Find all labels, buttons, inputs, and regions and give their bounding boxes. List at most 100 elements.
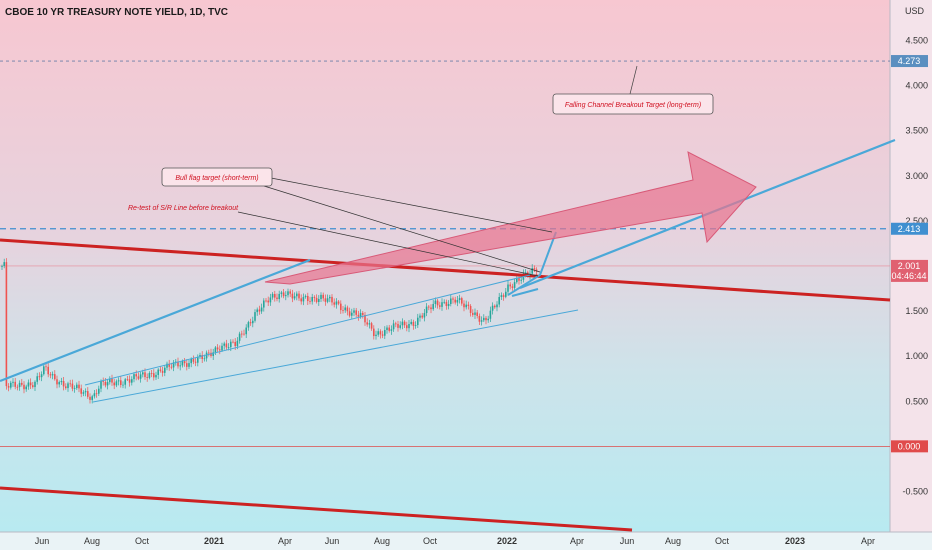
candle-body — [25, 386, 27, 390]
candle-body — [208, 352, 210, 354]
candle-body — [120, 380, 122, 385]
candle-body — [417, 317, 419, 326]
countdown-label: 04:46:44 — [891, 271, 926, 281]
y-tick-label: 1.500 — [905, 306, 928, 316]
y-tick-label: 3.500 — [905, 126, 928, 136]
candle-body — [252, 320, 254, 324]
candle-body — [313, 296, 316, 298]
candle-body — [269, 297, 272, 303]
falling-channel-upper-line — [0, 238, 891, 302]
candle-body — [223, 343, 225, 346]
candle-body — [483, 317, 485, 321]
candle-body — [34, 381, 36, 388]
candle-body — [71, 383, 74, 389]
candle-body — [241, 333, 243, 335]
price-tag-label: 2.413 — [898, 224, 921, 234]
candle-body — [179, 365, 181, 367]
candle-body — [10, 382, 12, 388]
candle-body — [320, 294, 322, 300]
candle-body — [16, 386, 19, 388]
candle-body — [366, 322, 368, 325]
y-tick-label: -0.500 — [902, 486, 928, 496]
candle-body — [423, 313, 426, 318]
candle-body — [14, 381, 16, 387]
candle-body — [82, 392, 85, 394]
candle-body — [443, 301, 445, 303]
candle-body — [65, 386, 67, 389]
candle-body — [249, 322, 252, 324]
candle-body — [80, 388, 82, 394]
candle-body — [139, 374, 142, 379]
x-tick-label: 2021 — [204, 536, 224, 546]
candle-body — [414, 325, 417, 326]
candle-body — [456, 300, 459, 303]
candle-body — [289, 291, 291, 294]
x-tick-label: Aug — [374, 536, 390, 546]
candle-body — [287, 291, 289, 296]
candle-body — [348, 311, 351, 316]
candle-body — [342, 310, 344, 311]
callout-bull-flag-text: Bull flag target (short-term) — [175, 175, 258, 182]
candle-body — [60, 381, 63, 383]
price-tag-box — [891, 440, 928, 453]
y-tick-label: 1.000 — [905, 351, 928, 361]
candle-body — [331, 296, 333, 303]
candle-body — [450, 298, 452, 304]
candle-body — [122, 384, 124, 386]
candle-body — [518, 278, 520, 281]
candle-body — [142, 372, 144, 375]
candle-body — [531, 268, 533, 274]
candle-body — [390, 329, 393, 331]
candle-body — [216, 347, 219, 350]
candle-body — [368, 323, 371, 325]
candle-body — [197, 357, 199, 363]
candle-body — [300, 298, 302, 302]
candle-body — [164, 367, 166, 373]
candle-body — [337, 301, 340, 304]
candle-body — [425, 306, 428, 314]
candle-body — [43, 366, 45, 375]
x-tick-label: Apr — [570, 536, 584, 546]
candle-body — [212, 352, 214, 356]
candle-body — [188, 363, 190, 367]
candle-body — [38, 376, 41, 378]
candle-body — [51, 374, 54, 376]
candle-body — [69, 383, 71, 385]
falling-channel-lower-line — [0, 486, 633, 532]
long-term-support-line — [0, 258, 311, 383]
candle-body — [126, 379, 129, 381]
x-tick-label: Apr — [861, 536, 875, 546]
x-tick-label: Oct — [715, 536, 730, 546]
y-tick-label: 3.000 — [905, 171, 928, 181]
x-tick-label: Jun — [325, 536, 340, 546]
candle-body — [267, 300, 269, 303]
candle-body — [190, 359, 192, 364]
candle-body — [245, 327, 247, 335]
candle-body — [168, 363, 170, 367]
candle-body — [329, 296, 331, 299]
candle-body — [111, 378, 113, 383]
candle-body — [296, 293, 298, 297]
candle-body — [406, 325, 408, 329]
candle-body — [135, 374, 137, 377]
candle-body — [355, 310, 357, 315]
candle-body — [496, 304, 498, 308]
rising-channel-upper-line — [84, 274, 531, 386]
candle-body — [375, 334, 377, 337]
candle-body — [344, 307, 346, 311]
candle-body — [115, 381, 118, 386]
candle-body — [54, 374, 56, 380]
candle-body — [153, 373, 155, 378]
candle-body — [148, 373, 151, 378]
candle-body — [29, 382, 32, 386]
candle-body — [441, 302, 443, 307]
candle-body — [12, 381, 14, 383]
candle-body — [282, 292, 285, 297]
candle-body — [507, 284, 509, 292]
candle-body — [430, 307, 432, 310]
candle-body — [144, 372, 146, 378]
candle-body — [194, 361, 197, 363]
candle-body — [421, 315, 423, 318]
candle-body — [131, 379, 133, 383]
candle-body — [87, 391, 89, 397]
